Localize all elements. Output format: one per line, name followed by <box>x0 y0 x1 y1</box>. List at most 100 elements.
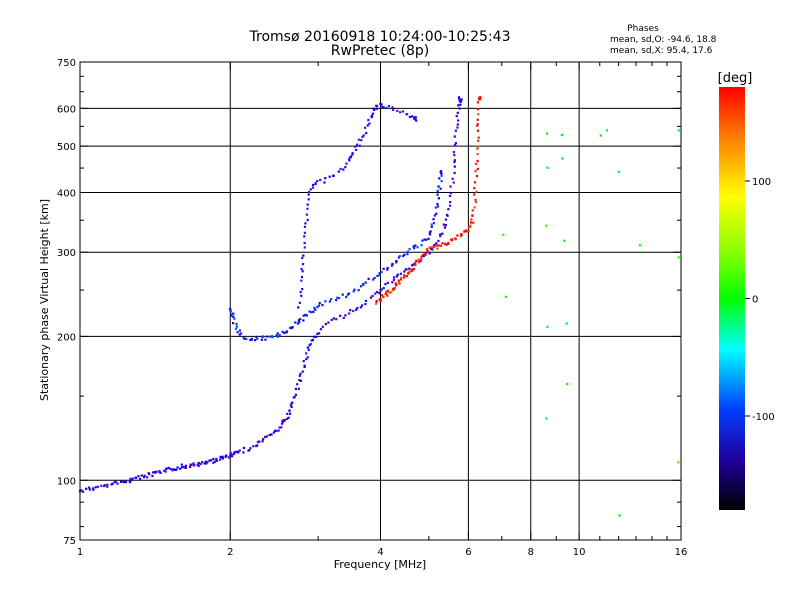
data-point <box>565 322 568 325</box>
data-point <box>566 382 569 386</box>
data-point <box>358 144 361 147</box>
data-point <box>467 229 470 233</box>
colorbar <box>719 87 745 510</box>
data-point <box>273 429 277 432</box>
data-point <box>380 270 383 274</box>
data-point <box>264 435 267 439</box>
data-point <box>312 335 316 338</box>
data-point <box>234 327 238 330</box>
data-point <box>297 387 300 390</box>
data-point <box>403 253 406 256</box>
data-point <box>367 118 370 122</box>
data-point <box>308 344 311 347</box>
data-point <box>184 464 188 467</box>
colorbar-ticks: 100 0 -100 <box>745 177 775 423</box>
data-point <box>392 108 395 111</box>
y-tick-label: 500 <box>57 142 76 153</box>
data-point <box>339 314 342 317</box>
data-point <box>435 244 438 247</box>
data-point <box>233 317 236 320</box>
data-point <box>289 403 293 407</box>
y-tick-label: 200 <box>57 332 76 343</box>
colorbar-label: [deg] <box>718 71 753 86</box>
data-point <box>113 481 116 484</box>
data-point <box>286 412 289 416</box>
data-point <box>146 476 149 479</box>
data-point <box>299 318 302 321</box>
data-point <box>449 191 452 195</box>
data-point <box>134 476 137 479</box>
data-point <box>421 239 424 242</box>
colorbar-tick-label: 100 <box>752 177 771 188</box>
data-point <box>275 334 278 337</box>
data-point <box>475 175 479 178</box>
data-point <box>476 108 480 111</box>
data-point <box>378 291 381 295</box>
data-point <box>428 231 431 234</box>
data-point <box>386 268 389 271</box>
data-point <box>298 374 301 377</box>
data-point <box>164 470 167 473</box>
data-point <box>276 335 280 338</box>
data-point <box>342 168 345 171</box>
data-point <box>408 248 411 251</box>
data-point <box>271 335 274 338</box>
data-point <box>349 155 353 158</box>
data-point <box>427 237 430 240</box>
data-point <box>305 314 309 317</box>
data-point <box>339 167 342 171</box>
data-point <box>546 325 549 328</box>
data-point <box>390 290 393 294</box>
data-point <box>477 113 480 116</box>
data-point <box>677 461 680 464</box>
data-point <box>91 487 94 490</box>
data-point <box>230 453 233 456</box>
data-point <box>412 245 415 248</box>
data-point <box>291 401 294 404</box>
data-point <box>355 308 358 311</box>
data-point <box>452 151 455 154</box>
data-point <box>307 198 310 201</box>
data-point <box>165 467 168 470</box>
data-point <box>382 106 385 109</box>
x-tick-label: 4 <box>377 547 383 558</box>
data-point <box>221 455 224 458</box>
chart-subtitle: RwPretec (8p) <box>331 43 429 59</box>
data-point <box>307 190 311 194</box>
data-point <box>255 335 258 339</box>
data-point <box>347 312 351 315</box>
data-point <box>437 244 440 247</box>
data-point <box>371 294 374 298</box>
data-point <box>151 471 155 474</box>
data-point <box>473 193 476 196</box>
data-point <box>298 301 301 304</box>
data-point <box>201 461 204 464</box>
data-point <box>272 431 276 434</box>
data-point <box>599 134 602 137</box>
data-point <box>299 379 302 382</box>
data-point <box>238 449 241 452</box>
data-point <box>316 179 319 183</box>
data-point <box>324 177 327 180</box>
data-point <box>319 328 323 331</box>
data-point <box>439 244 442 247</box>
data-point <box>253 339 257 342</box>
data-point <box>380 288 383 291</box>
data-point <box>407 272 410 275</box>
data-point <box>345 295 348 299</box>
data-point <box>362 134 365 137</box>
data-point <box>121 480 125 483</box>
data-point <box>394 282 397 285</box>
x-tick-label: 10 <box>573 547 586 558</box>
data-point <box>448 194 452 198</box>
data-point <box>227 456 231 459</box>
data-point <box>435 212 438 215</box>
data-point <box>189 465 192 469</box>
x-axis-label: Frequency [MHz] <box>334 558 426 571</box>
data-point <box>456 126 459 129</box>
data-point <box>302 314 305 317</box>
data-point <box>290 405 293 409</box>
data-point <box>476 167 479 171</box>
data-point <box>476 101 479 104</box>
